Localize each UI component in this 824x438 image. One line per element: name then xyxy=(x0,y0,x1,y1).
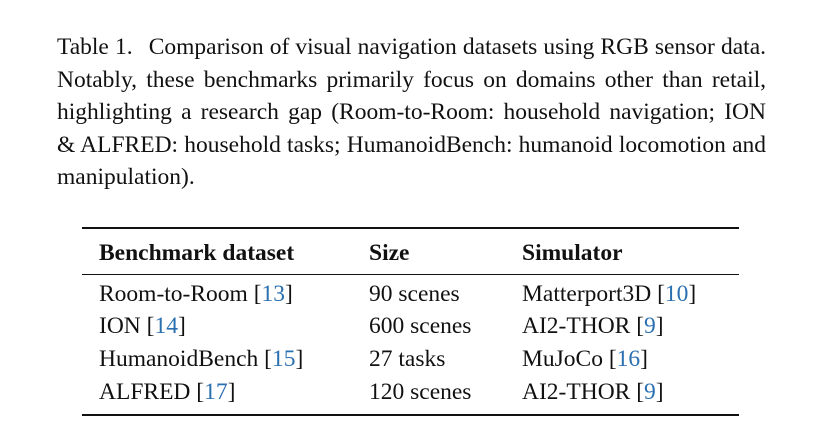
simulator-cell: AI2-THOR [9] xyxy=(522,378,664,405)
table-caption: Table 1. Comparison of visual navigation… xyxy=(57,31,766,194)
simulator-name: Matterport3D xyxy=(522,280,652,307)
citation-link[interactable]: 10 xyxy=(664,280,689,307)
size-cell: 120 scenes xyxy=(369,378,472,405)
citation-link[interactable]: 9 xyxy=(644,378,656,405)
size-cell: 27 tasks xyxy=(369,345,446,372)
comparison-table-container: Benchmark dataset Size Simulator Room-to… xyxy=(82,227,739,417)
table-row: HumanoidBench [15] 27 tasks MuJoCo [16] xyxy=(82,343,739,376)
table-row: ALFRED [17] 120 scenes AI2-THOR [9] xyxy=(82,376,739,416)
citation-link[interactable]: 16 xyxy=(616,345,641,372)
citation-link[interactable]: 14 xyxy=(154,313,178,340)
simulator-name: AI2-THOR xyxy=(522,313,631,340)
table-row: Room-to-Room [13] 90 scenes Matterport3D… xyxy=(82,275,739,311)
simulator-name: AI2-THOR xyxy=(522,378,631,405)
table-label: Table 1. xyxy=(57,34,133,60)
size-cell: 600 scenes xyxy=(369,313,472,340)
simulator-name: MuJoCo xyxy=(522,345,603,372)
dataset-name: Room-to-Room xyxy=(99,280,248,307)
caption-text: Comparison of visual navigation datasets… xyxy=(57,34,767,191)
dataset-cell: ALFRED [17] xyxy=(99,378,236,405)
dataset-cell: HumanoidBench [15] xyxy=(99,345,304,372)
comparison-table: Benchmark dataset Size Simulator Room-to… xyxy=(82,227,739,417)
dataset-cell: ION [14] xyxy=(99,313,186,340)
citation-link[interactable]: 9 xyxy=(644,313,656,340)
header-simulator: Simulator xyxy=(522,228,739,275)
citation-link[interactable]: 17 xyxy=(204,378,228,405)
header-benchmark-dataset: Benchmark dataset xyxy=(82,228,369,275)
simulator-cell: Matterport3D [10] xyxy=(522,280,697,307)
simulator-cell: MuJoCo [16] xyxy=(522,345,648,372)
table-row: ION [14] 600 scenes AI2-THOR [9] xyxy=(82,311,739,344)
size-cell: 90 scenes xyxy=(369,280,460,307)
simulator-cell: AI2-THOR [9] xyxy=(522,313,664,340)
table-header-row: Benchmark dataset Size Simulator xyxy=(82,228,739,275)
dataset-name: ALFRED xyxy=(99,378,191,405)
dataset-name: HumanoidBench xyxy=(99,345,259,372)
citation-link[interactable]: 13 xyxy=(261,280,286,307)
citation-link[interactable]: 15 xyxy=(271,345,296,372)
header-size: Size xyxy=(369,228,522,275)
dataset-name: ION xyxy=(99,313,141,340)
dataset-cell: Room-to-Room [13] xyxy=(99,280,293,307)
